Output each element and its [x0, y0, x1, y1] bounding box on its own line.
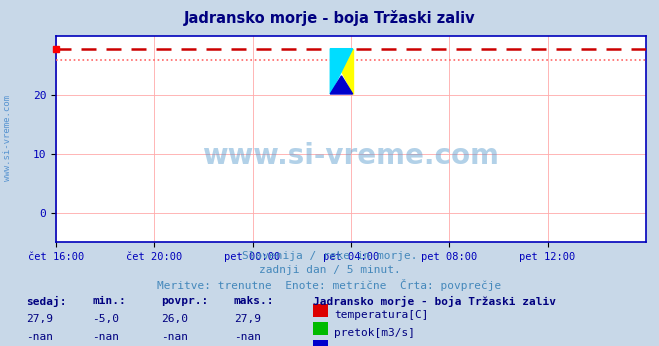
- Text: -nan: -nan: [161, 332, 188, 342]
- Text: zadnji dan / 5 minut.: zadnji dan / 5 minut.: [258, 265, 401, 275]
- Text: 26,0: 26,0: [161, 314, 188, 324]
- Text: Jadransko morje - boja Tržaski zaliv: Jadransko morje - boja Tržaski zaliv: [184, 10, 475, 26]
- Text: pretok[m3/s]: pretok[m3/s]: [334, 328, 415, 338]
- Text: min.:: min.:: [92, 296, 126, 306]
- Text: -nan: -nan: [26, 332, 53, 342]
- Text: 27,9: 27,9: [26, 314, 53, 324]
- Text: -nan: -nan: [92, 332, 119, 342]
- Text: Meritve: trenutne  Enote: metrične  Črta: povprečje: Meritve: trenutne Enote: metrične Črta: …: [158, 279, 501, 291]
- Text: maks.:: maks.:: [234, 296, 274, 306]
- Text: www.si-vreme.com: www.si-vreme.com: [202, 142, 500, 170]
- Text: Slovenija / reke in morje.: Slovenija / reke in morje.: [242, 251, 417, 261]
- Text: www.si-vreme.com: www.si-vreme.com: [3, 95, 13, 181]
- Text: -5,0: -5,0: [92, 314, 119, 324]
- Text: -nan: -nan: [234, 332, 261, 342]
- Text: povpr.:: povpr.:: [161, 296, 209, 306]
- Polygon shape: [330, 76, 353, 94]
- Polygon shape: [330, 49, 353, 94]
- Polygon shape: [330, 49, 353, 94]
- Text: Jadransko morje - boja Tržaski zaliv: Jadransko morje - boja Tržaski zaliv: [313, 296, 556, 307]
- Text: temperatura[C]: temperatura[C]: [334, 310, 428, 320]
- Text: 27,9: 27,9: [234, 314, 261, 324]
- Text: sedaj:: sedaj:: [26, 296, 67, 307]
